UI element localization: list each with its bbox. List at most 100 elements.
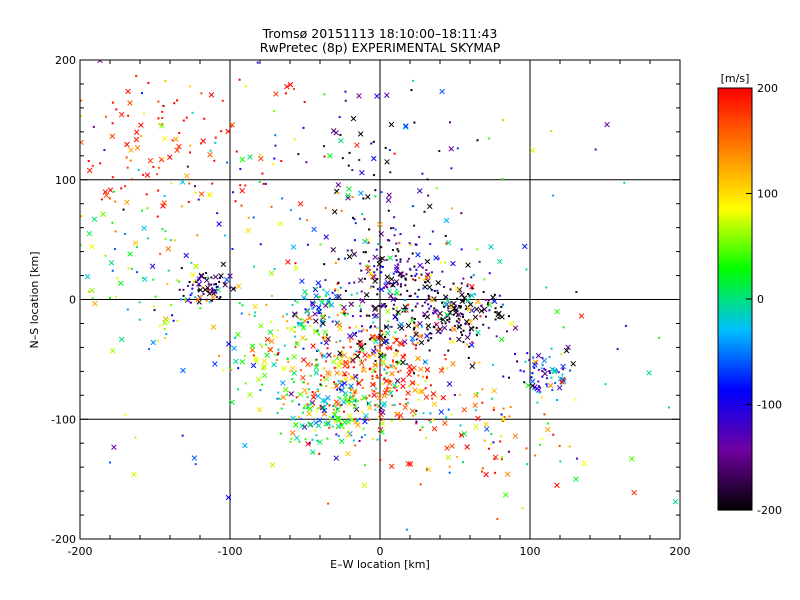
data-point bbox=[393, 216, 396, 219]
data-point bbox=[104, 115, 107, 118]
data-point bbox=[229, 286, 232, 289]
data-point-x bbox=[438, 409, 445, 415]
colorbar-segment bbox=[718, 181, 752, 186]
data-point-x bbox=[424, 333, 430, 339]
data-point bbox=[494, 471, 497, 474]
data-point bbox=[320, 314, 323, 317]
data-point bbox=[316, 407, 319, 410]
data-point bbox=[368, 368, 371, 371]
data-point-x bbox=[289, 430, 296, 436]
data-point-x bbox=[261, 358, 268, 364]
data-point bbox=[157, 117, 160, 120]
colorbar-segment bbox=[718, 157, 752, 161]
colorbar-segment bbox=[718, 217, 752, 222]
data-point bbox=[111, 101, 114, 104]
data-point-x bbox=[389, 371, 395, 377]
data-point bbox=[176, 99, 179, 102]
data-point bbox=[312, 306, 315, 309]
data-point-x bbox=[342, 419, 348, 426]
data-point bbox=[231, 191, 234, 194]
data-point bbox=[316, 329, 319, 332]
data-point-x bbox=[348, 301, 355, 308]
colorbar-segment bbox=[718, 265, 752, 270]
data-point-x bbox=[282, 386, 289, 393]
data-point bbox=[360, 269, 363, 272]
data-point-x bbox=[134, 145, 141, 151]
data-point-x bbox=[542, 370, 548, 377]
data-point bbox=[186, 165, 189, 168]
data-point-x bbox=[409, 408, 416, 414]
data-point bbox=[220, 130, 223, 133]
colorbar-segment bbox=[718, 109, 752, 113]
data-point bbox=[415, 420, 418, 423]
data-point-x bbox=[459, 291, 465, 298]
colorbar-gradient bbox=[717, 87, 753, 511]
data-point-x bbox=[442, 420, 448, 426]
data-point bbox=[358, 159, 361, 162]
data-point-x bbox=[215, 287, 221, 293]
data-point-x bbox=[334, 406, 341, 413]
data-point bbox=[208, 301, 211, 304]
data-point bbox=[337, 258, 340, 261]
colorbar-segment bbox=[718, 214, 752, 219]
data-point bbox=[411, 252, 414, 255]
data-point bbox=[460, 312, 463, 315]
data-point-x bbox=[271, 361, 277, 368]
x-tick-label: 100 bbox=[520, 545, 541, 558]
data-point-x bbox=[385, 197, 392, 203]
data-point bbox=[333, 366, 336, 369]
data-point bbox=[352, 353, 355, 356]
data-point-x bbox=[225, 494, 232, 501]
data-point bbox=[158, 123, 161, 126]
data-point bbox=[492, 441, 495, 444]
data-point bbox=[182, 288, 185, 291]
data-point bbox=[507, 450, 510, 453]
data-point-x bbox=[466, 306, 473, 312]
data-point bbox=[211, 182, 214, 185]
data-point bbox=[287, 360, 290, 363]
data-point-x bbox=[103, 192, 110, 199]
data-point bbox=[320, 384, 323, 387]
data-point bbox=[554, 381, 557, 384]
data-point bbox=[481, 467, 484, 470]
data-point bbox=[276, 397, 279, 400]
data-point bbox=[433, 326, 436, 329]
data-point-x bbox=[310, 343, 316, 349]
data-point-x bbox=[351, 388, 358, 395]
data-point bbox=[421, 172, 424, 175]
data-point-x bbox=[302, 289, 308, 295]
data-point bbox=[373, 265, 376, 268]
data-point bbox=[471, 287, 474, 290]
data-point-x bbox=[231, 345, 237, 352]
data-point bbox=[488, 309, 491, 312]
data-point bbox=[214, 283, 217, 286]
data-point bbox=[487, 301, 490, 304]
data-point bbox=[402, 309, 405, 312]
data-point bbox=[218, 277, 221, 280]
data-point bbox=[374, 408, 377, 411]
data-point-x bbox=[325, 298, 332, 305]
data-point-x bbox=[409, 380, 416, 386]
data-point bbox=[399, 402, 402, 405]
data-point-x bbox=[464, 334, 471, 341]
data-point bbox=[167, 269, 170, 272]
data-point bbox=[337, 379, 340, 382]
data-point bbox=[415, 243, 418, 246]
data-point bbox=[424, 387, 427, 390]
colorbar-segment bbox=[718, 314, 752, 318]
data-point bbox=[380, 374, 383, 377]
data-point bbox=[429, 421, 432, 424]
data-point-x bbox=[351, 251, 358, 258]
data-point bbox=[277, 391, 280, 394]
data-point-x bbox=[229, 399, 235, 406]
data-point bbox=[417, 383, 420, 386]
data-point-x bbox=[379, 409, 386, 415]
data-point-x bbox=[446, 381, 453, 387]
data-point bbox=[440, 318, 443, 321]
data-point bbox=[358, 440, 361, 443]
data-point bbox=[88, 290, 91, 293]
data-point bbox=[392, 272, 395, 275]
data-point bbox=[366, 329, 369, 332]
data-point bbox=[241, 304, 244, 307]
data-point bbox=[509, 406, 512, 409]
